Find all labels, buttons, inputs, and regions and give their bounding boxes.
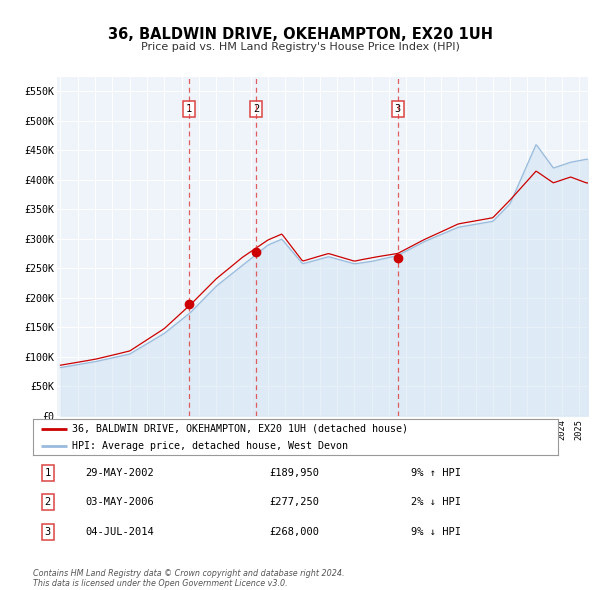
Text: 2% ↓ HPI: 2% ↓ HPI [411,497,461,507]
Text: 29-MAY-2002: 29-MAY-2002 [86,468,154,477]
Text: 3: 3 [44,527,51,536]
Text: 3: 3 [395,104,401,114]
Text: 04-JUL-2014: 04-JUL-2014 [86,527,154,536]
Text: Contains HM Land Registry data © Crown copyright and database right 2024.
This d: Contains HM Land Registry data © Crown c… [33,569,344,588]
Text: £189,950: £189,950 [269,468,319,477]
Text: HPI: Average price, detached house, West Devon: HPI: Average price, detached house, West… [73,441,349,451]
Text: 36, BALDWIN DRIVE, OKEHAMPTON, EX20 1UH: 36, BALDWIN DRIVE, OKEHAMPTON, EX20 1UH [107,27,493,41]
Text: 9% ↓ HPI: 9% ↓ HPI [411,527,461,536]
Text: £268,000: £268,000 [269,527,319,536]
Text: £277,250: £277,250 [269,497,319,507]
Text: 03-MAY-2006: 03-MAY-2006 [86,497,154,507]
Text: 2: 2 [253,104,260,114]
Text: Price paid vs. HM Land Registry's House Price Index (HPI): Price paid vs. HM Land Registry's House … [140,42,460,53]
Text: 1: 1 [44,468,51,477]
Text: 36, BALDWIN DRIVE, OKEHAMPTON, EX20 1UH (detached house): 36, BALDWIN DRIVE, OKEHAMPTON, EX20 1UH … [73,424,409,434]
Text: 9% ↑ HPI: 9% ↑ HPI [411,468,461,477]
Text: 2: 2 [44,497,51,507]
Text: 1: 1 [185,104,192,114]
